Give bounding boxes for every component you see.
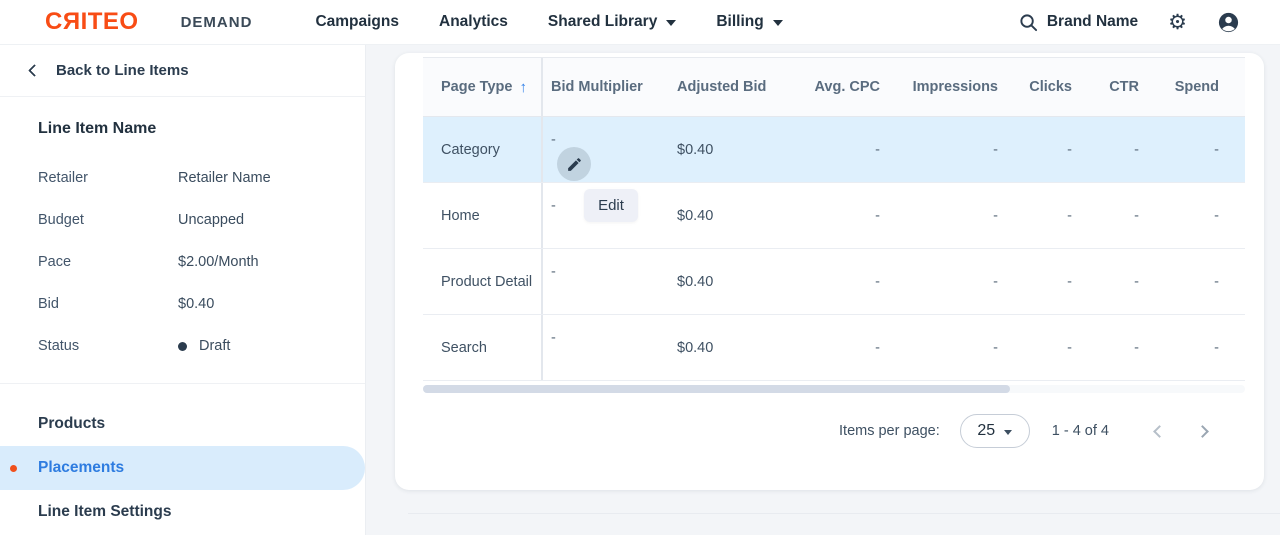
nav-analytics[interactable]: Analytics (439, 13, 508, 30)
user-avatar-icon[interactable] (1217, 11, 1240, 34)
previous-page-button[interactable] (1153, 424, 1166, 438)
criteo-logo[interactable]: CЯITEO (45, 8, 139, 35)
detail-budget: Budget Uncapped (38, 212, 245, 228)
column-header-bid-multiplier[interactable]: Bid Multiplier (551, 79, 643, 95)
edit-tooltip: Edit (584, 189, 638, 222)
caret-down-icon (772, 20, 783, 26)
placements-card: Page Type ↑ Bid Multiplier Adjusted Bid … (395, 53, 1264, 490)
status-dot (178, 341, 187, 351)
detail-retailer: Retailer Retailer Name (38, 170, 271, 186)
table-row-product-detail[interactable]: Product Detail - $0.40 - - - - - (423, 249, 1245, 315)
nav-campaigns[interactable]: Campaigns (315, 13, 399, 30)
caret-down-icon (1004, 429, 1013, 435)
section-divider (408, 513, 1280, 514)
brand-name-label: Brand Name (1046, 13, 1139, 30)
items-per-page-label: Items per page: (839, 423, 940, 439)
sidebar-divider (0, 383, 365, 384)
sidebar-item-placements[interactable]: Placements (0, 446, 365, 490)
sidebar-item-line-item-settings[interactable]: Line Item Settings (38, 503, 172, 520)
column-header-avg-cpc[interactable]: Avg. CPC (814, 79, 880, 95)
column-header-ctr[interactable]: CTR (1109, 79, 1139, 95)
nav-billing[interactable]: Billing (716, 13, 783, 31)
horizontal-scrollbar-thumb[interactable] (423, 385, 1010, 393)
gear-icon[interactable]: ⚙ (1168, 10, 1187, 34)
search-icon (1020, 13, 1037, 31)
edit-pencil-icon (567, 157, 581, 171)
brand-search[interactable]: Brand Name (1019, 13, 1138, 32)
line-item-title: Line Item Name (38, 120, 157, 137)
edit-bid-multiplier-button[interactable] (557, 147, 591, 181)
sort-ascending-icon: ↑ (519, 78, 527, 96)
nav-shared-library[interactable]: Shared Library (548, 13, 677, 31)
line-item-sidebar: Back to Line Items Line Item Name Retail… (0, 45, 366, 535)
table-row-category[interactable]: Category - $0.40 - - - - - (423, 117, 1245, 183)
detail-status: Status Draft (38, 338, 231, 354)
suite-label: DEMAND (180, 13, 253, 31)
line-item-details: Retailer Retailer Name Budget Uncapped P… (38, 157, 365, 367)
line-item-nav: Products Placements Line Item Settings (0, 402, 365, 534)
pagination-bar: Items per page: 25 1 - 4 of 4 (423, 413, 1245, 449)
column-header-page-type[interactable]: Page Type ↑ (423, 58, 543, 116)
placements-panel: Page Type ↑ Bid Multiplier Adjusted Bid … (366, 45, 1280, 535)
column-header-adjusted-bid[interactable]: Adjusted Bid (677, 79, 767, 95)
table-header: Page Type ↑ Bid Multiplier Adjusted Bid … (423, 57, 1245, 117)
page-size-select[interactable]: 25 (959, 414, 1030, 448)
column-header-impressions[interactable]: Impressions (912, 79, 998, 95)
horizontal-scrollbar-track (423, 385, 1245, 393)
caret-down-icon (666, 20, 677, 26)
next-page-button[interactable] (1196, 424, 1209, 438)
table-row-home[interactable]: Home - $0.40 - - - - - (423, 183, 1245, 249)
back-to-line-items-link[interactable]: Back to Line Items (0, 45, 365, 97)
status-badge: Draft (199, 338, 231, 354)
chevron-left-icon (28, 64, 41, 77)
detail-bid: Bid $0.40 (38, 296, 215, 312)
top-nav: CЯITEO DEMAND Campaigns Analytics Shared… (0, 0, 1280, 45)
active-indicator-dot (10, 464, 17, 472)
primary-nav: Campaigns Analytics Shared Library Billi… (315, 13, 783, 31)
table-row-search[interactable]: Search - $0.40 - - - - - (423, 315, 1245, 381)
column-header-clicks[interactable]: Clicks (1029, 79, 1072, 95)
sidebar-item-products[interactable]: Products (38, 415, 106, 432)
pagination-range-label: 1 - 4 of 4 (1051, 423, 1109, 439)
detail-pace: Pace $2.00/Month (38, 254, 259, 270)
column-header-spend[interactable]: Spend (1174, 79, 1219, 95)
